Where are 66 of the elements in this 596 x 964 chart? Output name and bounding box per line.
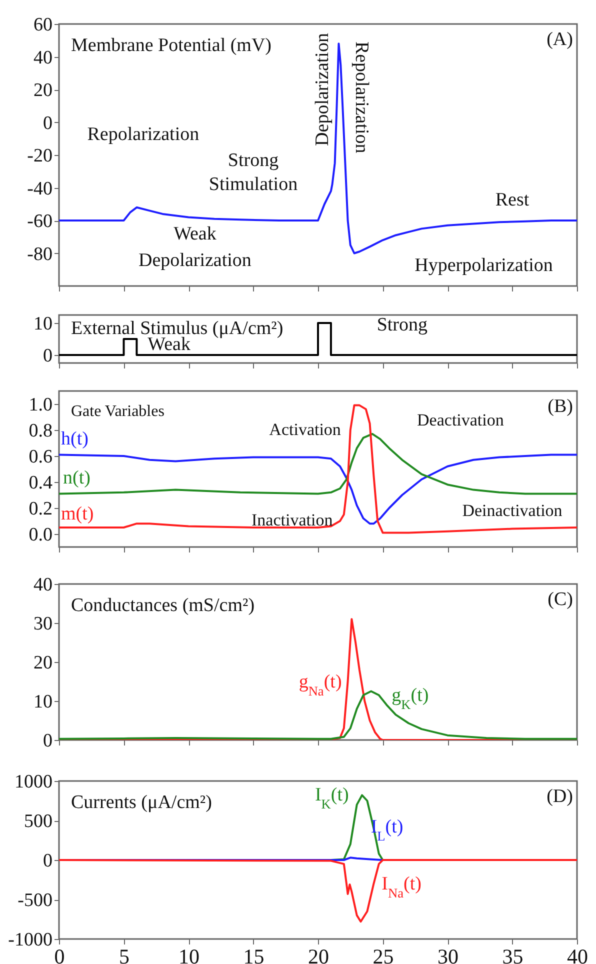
x-tick-label: 15 (243, 944, 264, 964)
y-tick-label: -20 (27, 146, 52, 166)
y-tick-label: 0.8 (28, 420, 52, 442)
x-tick-label: 35 (502, 944, 524, 964)
y-tick-label: 10 (34, 692, 52, 712)
series-label: I$_{Na}$(t) (382, 874, 422, 900)
line-series (59, 859, 577, 923)
annotation: Repolarization (351, 41, 372, 154)
annotation: (C) (548, 589, 573, 610)
y-tick-label: 30 (34, 614, 52, 634)
y-tick-label: 0.2 (28, 498, 52, 520)
y-tick-label: 0.0 (28, 524, 52, 546)
series-label: g$_{K}$(t) (392, 684, 429, 712)
line-series (59, 454, 577, 525)
y-tick-label: -40 (27, 178, 52, 200)
y-tick-label: 60 (34, 14, 52, 36)
x-tick-label: 40 (567, 944, 588, 964)
annotation: Rest (495, 190, 530, 211)
annotation: Activation (269, 420, 342, 439)
y-tick-label: 0 (43, 346, 52, 366)
annotation: (B) (548, 396, 573, 417)
y-tick-label: 20 (34, 80, 52, 101)
text: Conductances (mS/cm²) (71, 595, 255, 616)
x-tick-label: 5 (119, 944, 130, 964)
y-tick-label: 0 (43, 850, 52, 872)
series-label: g$_{Na}$(t) (298, 672, 342, 698)
y-tick-label: -60 (27, 211, 52, 232)
annotation: Stimulation (208, 174, 298, 195)
x-tick-label: 20 (308, 944, 329, 964)
y-tick-label: 0 (43, 730, 52, 752)
annotation: Depolarization (138, 250, 252, 271)
y-tick-label: 40 (34, 47, 52, 68)
y-tick-label: 20 (34, 652, 52, 674)
y-tick-label: 40 (34, 574, 52, 596)
y-tick-label: 1000 (14, 772, 52, 792)
y-tick-label: -80 (27, 244, 52, 265)
annotation: (D) (546, 786, 573, 807)
y-tick-label: 500 (24, 811, 52, 832)
x-tick-label: 25 (372, 944, 394, 964)
annotation: Inactivation (252, 510, 334, 530)
annotation: Depolarization (312, 32, 333, 146)
annotation: Repolarization (87, 124, 200, 146)
annotation: Hyperpolarization (414, 255, 554, 276)
series-label: n(t) (63, 468, 90, 489)
x-tick-label: 10 (178, 944, 200, 964)
annotation: Strong (376, 314, 428, 336)
y-tick-label: -1000 (8, 930, 52, 950)
series-label: h(t) (61, 428, 88, 450)
series-label: I$_{K}$(t) (314, 784, 349, 812)
annotation: Deactivation (417, 410, 504, 430)
y-tick-label: 10 (34, 314, 52, 334)
y-tick-label: 0 (43, 112, 52, 134)
annotation: (A) (546, 29, 573, 50)
text: Gate Variables (71, 403, 164, 420)
series-label: m(t) (61, 504, 94, 524)
annotation: Weak (174, 224, 217, 245)
y-tick-label: 0.4 (28, 472, 53, 494)
text: Currents (μA/cm²) (71, 792, 212, 813)
text: Membrane Potential (mV) (71, 35, 272, 56)
y-tick-label: 1.0 (28, 394, 52, 416)
y-tick-label: 0.6 (28, 446, 52, 468)
annotation: Strong (228, 150, 280, 172)
x-tick-label: 30 (438, 944, 458, 964)
y-tick-label: -500 (18, 890, 52, 911)
annotation: Deinactivation (462, 501, 563, 520)
annotation: Weak (148, 334, 191, 355)
